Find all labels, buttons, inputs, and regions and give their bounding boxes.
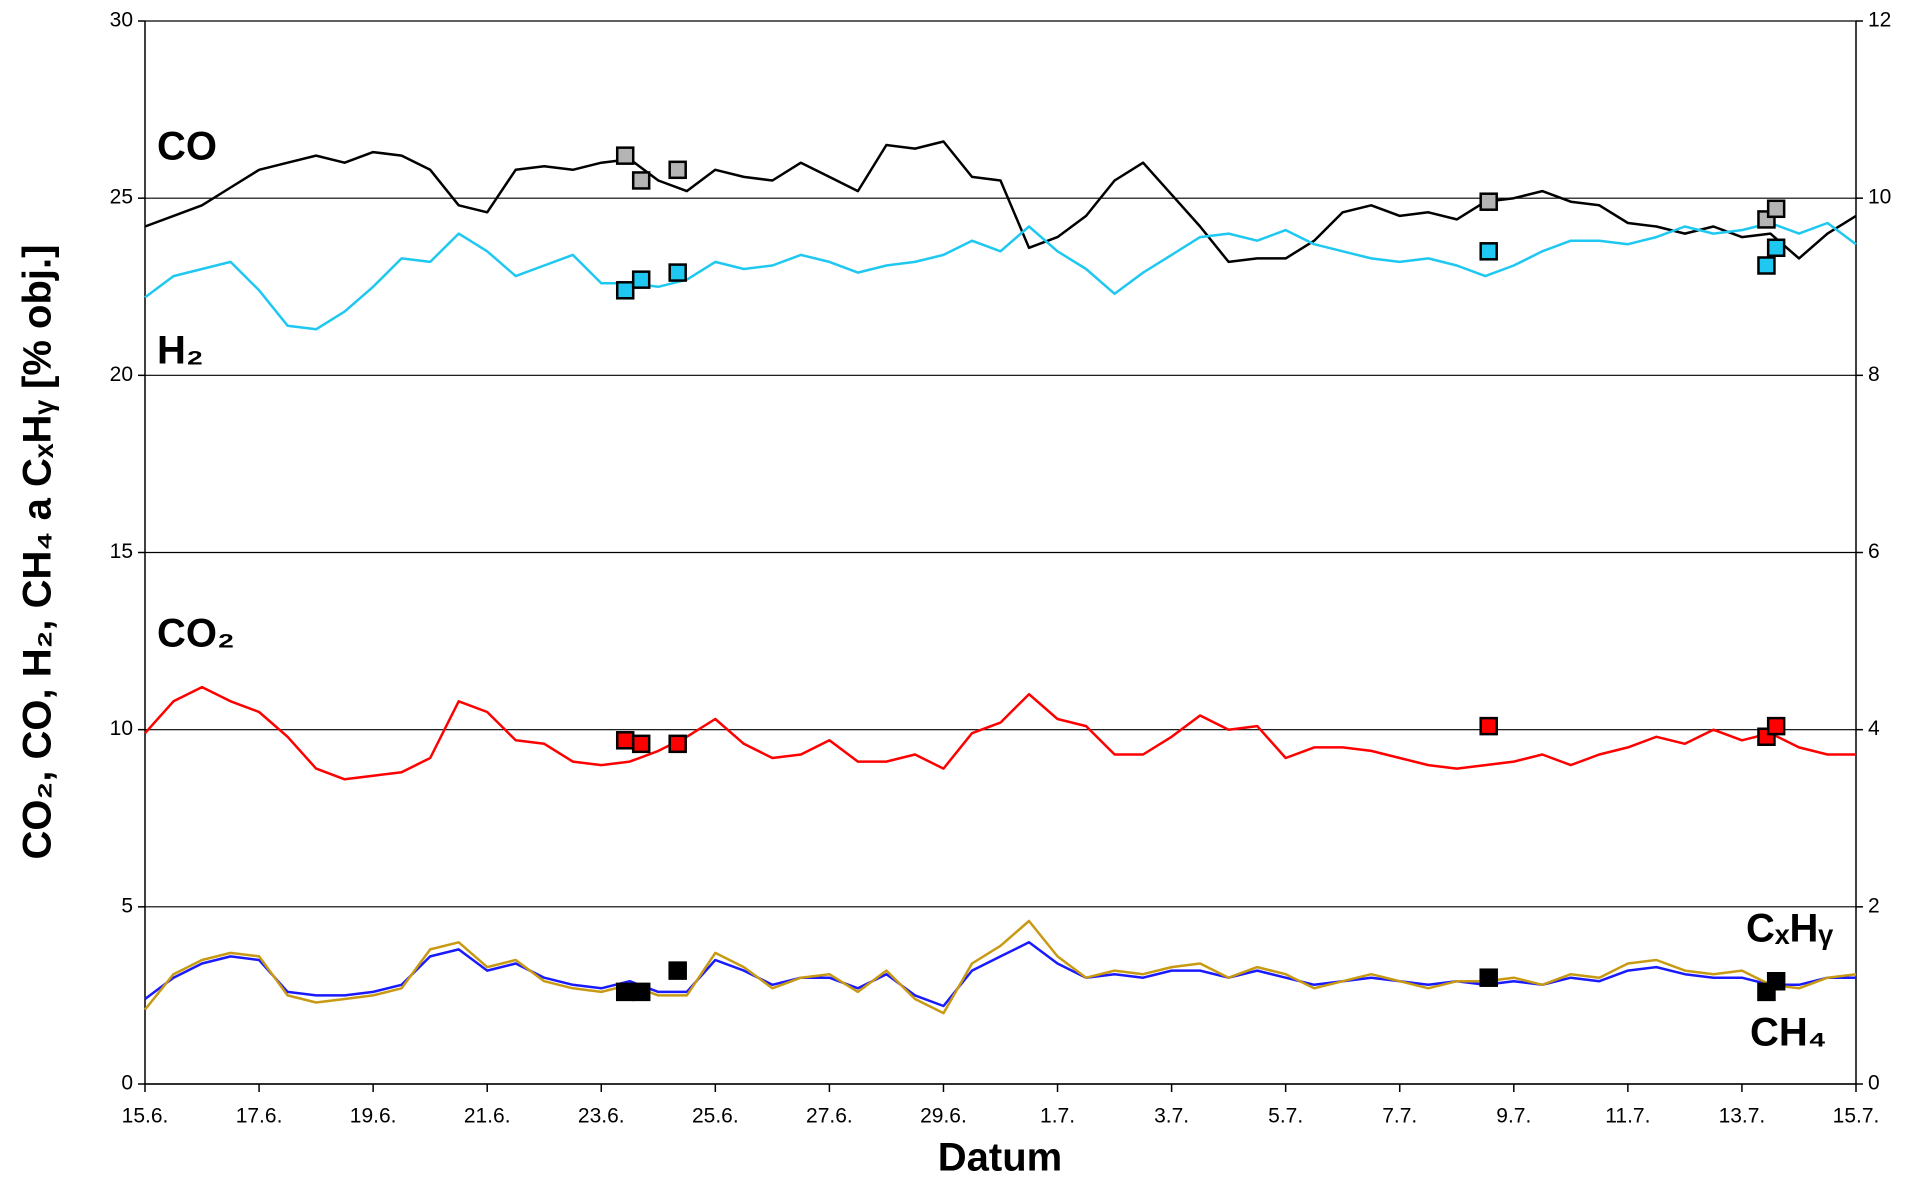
sample-marker <box>631 734 651 754</box>
sample-marker <box>1479 968 1498 987</box>
x-tick-label: 13.7. <box>1719 1105 1766 1128</box>
x-tick-label: 29.6. <box>920 1105 967 1128</box>
x-tick-label: 9.7. <box>1496 1105 1531 1128</box>
sample-marker <box>1766 716 1786 736</box>
y2-tick-label: 6 <box>1868 540 1880 563</box>
sample-marker <box>668 160 687 180</box>
y-tick-label: 20 <box>110 363 133 386</box>
x-tick-label: 15.7. <box>1833 1105 1880 1128</box>
series-label: CO₂ <box>157 612 235 656</box>
x-tick-label: 5.7. <box>1268 1105 1303 1128</box>
y2-tick-label: 8 <box>1868 363 1880 386</box>
y-tick-label: 0 <box>121 1072 133 1095</box>
x-tick-label: 1.7. <box>1040 1105 1075 1128</box>
x-tick-label: 21.6. <box>464 1105 511 1128</box>
x-tick-label: 15.6. <box>122 1105 169 1128</box>
series-line <box>144 919 1857 1015</box>
x-tick-label: 3.7. <box>1154 1105 1189 1128</box>
y-tick-label: 25 <box>110 186 133 209</box>
sample-marker <box>668 961 687 980</box>
sample-marker <box>668 734 687 754</box>
sample-marker <box>1766 971 1786 991</box>
x-tick-label: 27.6. <box>806 1105 853 1128</box>
sample-marker <box>631 171 651 190</box>
sample-marker <box>1766 199 1786 219</box>
x-tick-label: 19.6. <box>350 1105 397 1128</box>
sample-marker <box>615 281 635 300</box>
y2-tick-label: 4 <box>1868 717 1880 740</box>
sample-marker <box>1479 242 1498 261</box>
y2-tick-label: 0 <box>1868 1072 1880 1095</box>
sample-marker <box>1479 716 1498 736</box>
series-line <box>144 685 1856 781</box>
sample-marker <box>1757 256 1776 275</box>
y-tick-label: 5 <box>121 894 133 917</box>
x-tick-label: 23.6. <box>578 1105 625 1128</box>
series-label: CₓHᵧ <box>1746 907 1833 951</box>
x-tick-label: 11.7. <box>1605 1105 1650 1128</box>
x-axis-title: Datum <box>938 1136 1062 1180</box>
series-label: H₂ <box>157 329 204 373</box>
sample-marker <box>615 982 635 1002</box>
y2-tick-label: 2 <box>1868 894 1880 917</box>
y-axis-title: CO₂, CO, H₂, CH₄ a CₓHᵧ [% obj.] <box>16 245 60 860</box>
sample-marker <box>1766 238 1786 258</box>
x-tick-label: 7.7. <box>1382 1105 1417 1128</box>
series-label: CO <box>157 125 217 169</box>
sample-marker <box>615 146 635 165</box>
y-tick-label: 10 <box>110 717 133 740</box>
sample-marker <box>631 270 651 289</box>
y-tick-label: 15 <box>110 540 133 563</box>
y2-tick-label: 10 <box>1868 186 1891 209</box>
x-tick-label: 25.6. <box>692 1105 739 1128</box>
x-tick-label: 17.6. <box>236 1105 283 1128</box>
y-tick-label: 30 <box>110 9 133 32</box>
sample-marker <box>615 731 635 750</box>
series-line <box>144 221 1857 331</box>
sample-marker <box>668 263 687 282</box>
series-label: CH₄ <box>1750 1011 1827 1055</box>
sample-marker <box>631 982 651 1002</box>
series-line <box>144 140 1857 264</box>
series-line <box>144 941 1856 1008</box>
sample-marker <box>1479 192 1498 211</box>
y2-tick-label: 12 <box>1868 9 1891 32</box>
